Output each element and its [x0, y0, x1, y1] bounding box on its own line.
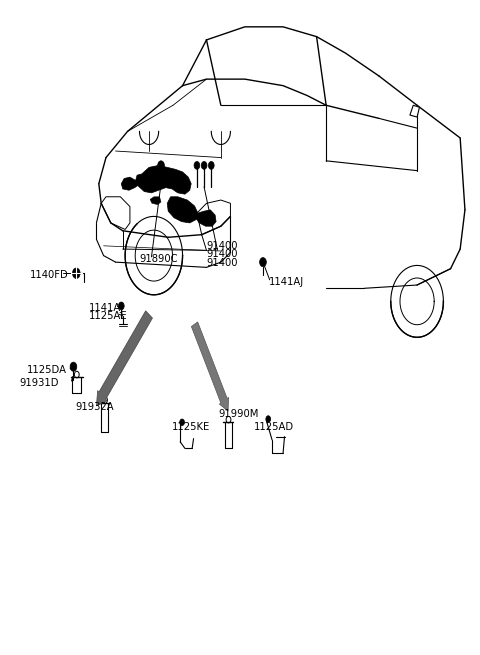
Circle shape	[72, 268, 80, 278]
FancyArrow shape	[192, 322, 228, 411]
Circle shape	[70, 362, 77, 371]
Text: 1125AE: 1125AE	[89, 311, 128, 322]
Text: 91400: 91400	[206, 258, 238, 268]
Text: 1125AD: 1125AD	[254, 422, 295, 432]
Polygon shape	[136, 166, 191, 194]
Circle shape	[119, 302, 124, 310]
Text: 1125KE: 1125KE	[172, 422, 210, 432]
Text: 91990M: 91990M	[218, 409, 259, 419]
Text: 1141AJ: 1141AJ	[89, 303, 124, 313]
Text: 91931D: 91931D	[19, 378, 59, 388]
Polygon shape	[410, 105, 420, 117]
Text: 1125DA: 1125DA	[27, 365, 67, 375]
Text: 1141AJ: 1141AJ	[269, 277, 304, 287]
Circle shape	[180, 419, 184, 426]
Circle shape	[157, 161, 164, 170]
Circle shape	[201, 162, 207, 170]
Text: 91932A: 91932A	[75, 402, 113, 412]
Text: 91400: 91400	[206, 241, 238, 251]
Text: 91890C: 91890C	[140, 254, 178, 264]
Polygon shape	[121, 177, 139, 190]
Polygon shape	[167, 196, 198, 223]
Circle shape	[266, 416, 271, 422]
Text: 1140FD: 1140FD	[29, 271, 68, 280]
Text: 91400: 91400	[206, 250, 238, 259]
FancyArrow shape	[96, 310, 153, 406]
Circle shape	[208, 162, 214, 170]
Circle shape	[260, 257, 266, 267]
Circle shape	[194, 162, 200, 170]
Polygon shape	[196, 210, 216, 226]
Polygon shape	[150, 196, 161, 204]
